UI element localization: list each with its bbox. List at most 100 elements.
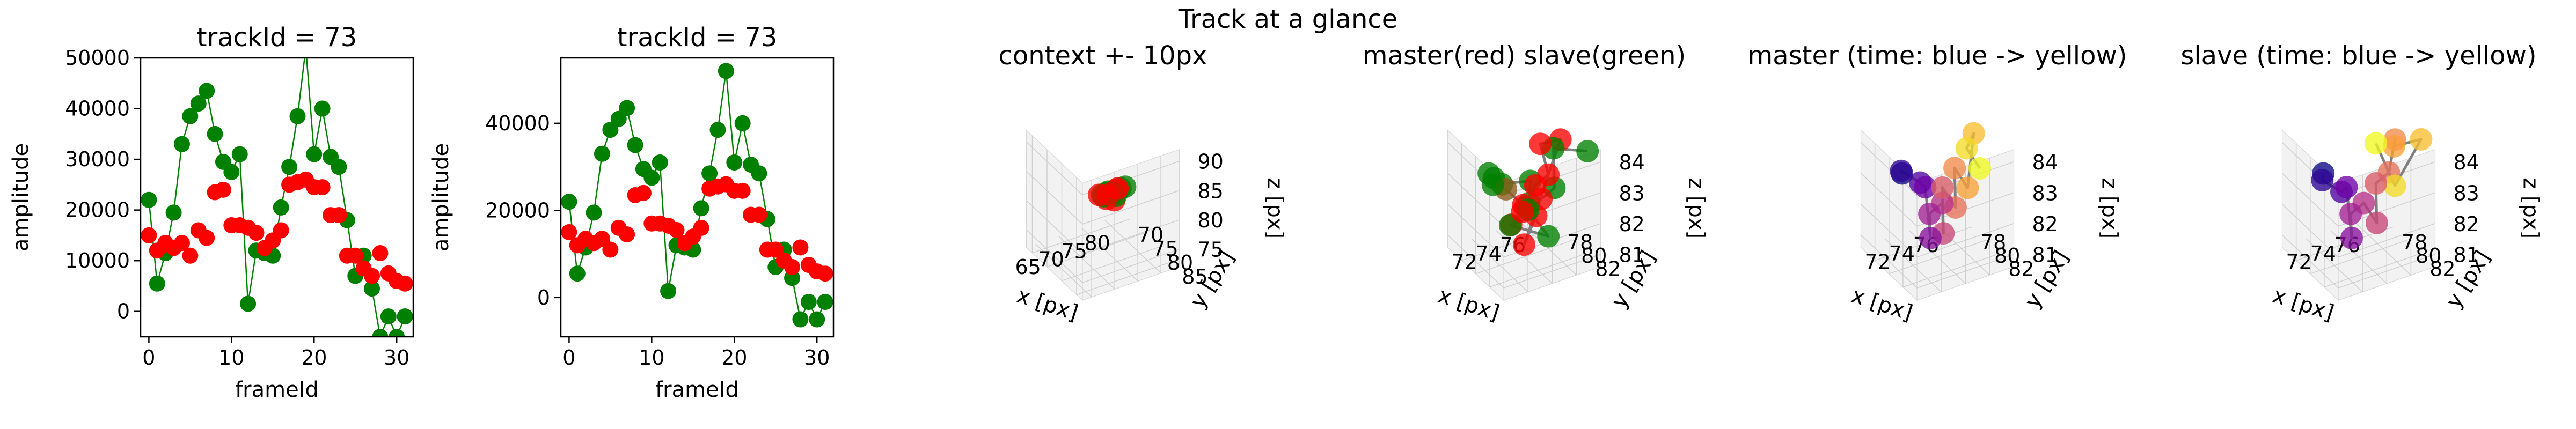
y-tick-label: 40000 [485, 112, 550, 135]
z-tick-label: 82 [1619, 212, 1645, 236]
y-tick-label: 0 [537, 286, 550, 309]
z-tick-label: 85 [1198, 179, 1224, 203]
grid-line [1026, 229, 1083, 283]
grid-line [2281, 204, 2339, 258]
data-point [1106, 177, 1129, 200]
grid-line [1104, 219, 1161, 273]
data-point [372, 245, 389, 261]
y-tick-label: 20000 [65, 198, 130, 222]
x-tick-label: 80 [1084, 231, 1110, 255]
z-tick-label: 81 [1619, 243, 1645, 267]
data-point [2365, 132, 2388, 155]
data-point [2311, 169, 2334, 192]
data-point [2382, 135, 2405, 158]
z-tick-label: 81 [2454, 243, 2479, 267]
data-point [627, 137, 643, 153]
plot-area [561, 63, 833, 328]
data-point [1537, 225, 1560, 248]
grid-line [1902, 253, 2000, 288]
data-point [751, 206, 767, 223]
grid-line [1889, 240, 1986, 275]
y-tick-label: 80 [1994, 244, 2020, 268]
data-point [602, 241, 619, 258]
grid-line [1026, 142, 1083, 195]
grid-line [2324, 253, 2421, 288]
figure-suptitle: Track at a glance [1178, 4, 1398, 34]
grid-line [1916, 223, 2014, 258]
y-tick-label: 78 [2402, 231, 2427, 254]
data-point [594, 231, 610, 247]
data-point [149, 275, 165, 292]
grid-line [1032, 219, 1130, 254]
grid-line [1916, 254, 2014, 289]
y-tick-label: 82 [1595, 257, 1621, 281]
x-axis-label: frameId [235, 378, 319, 402]
grid-line [1076, 261, 1174, 295]
x-tick-label: 74 [1889, 242, 1915, 265]
data-point [331, 159, 347, 175]
data-point [314, 100, 331, 117]
data-point [2383, 174, 2406, 197]
z-tick-label: 84 [2032, 151, 2058, 174]
chart-title: context +- 10px [999, 41, 1208, 71]
y-tick-label: 40000 [65, 97, 130, 121]
data-point [734, 115, 751, 131]
y-tick-label: 78 [1567, 231, 1593, 254]
data-point [2410, 128, 2433, 151]
z-tick-label: 81 [2032, 243, 2058, 267]
grid-line [1081, 227, 1138, 282]
data-point [190, 95, 207, 112]
grid-line [2281, 173, 2339, 227]
x-tick-label: 72 [1864, 250, 1890, 274]
z-tick-label: 75 [1198, 238, 1224, 262]
x-tick-label: 20 [721, 346, 747, 369]
data-point [726, 154, 743, 171]
data-point [273, 222, 289, 239]
data-point [1890, 159, 1913, 182]
data-point [364, 268, 380, 284]
data-point [792, 239, 809, 256]
z-tick-label: 84 [2454, 151, 2479, 174]
data-point [561, 224, 577, 240]
z-axis-label: z [px] [2519, 177, 2543, 239]
data-point [173, 136, 190, 152]
data-point [1918, 202, 1941, 225]
chart-title: trackId = 73 [197, 23, 357, 53]
x-tick-label: 75 [1061, 239, 1087, 263]
data-point [734, 182, 751, 199]
data-point [800, 294, 817, 310]
grid-line [1082, 219, 1180, 254]
grid-line [1062, 247, 1159, 282]
data-point [751, 165, 767, 182]
data-point [2339, 202, 2362, 225]
data-point [223, 164, 240, 180]
data-point [141, 227, 157, 243]
grid-line [1058, 235, 1115, 290]
data-point [1955, 137, 1978, 160]
x-tick-label: 72 [2286, 250, 2311, 274]
y-tick-label: 85 [1182, 265, 1208, 289]
data-point [1931, 176, 1954, 199]
data-point [561, 194, 577, 210]
grid-line [2338, 223, 2435, 258]
data-point [380, 308, 397, 325]
z-tick-label: 82 [2454, 212, 2479, 236]
data-point [207, 125, 223, 142]
data-point [569, 265, 586, 282]
data-point [2365, 172, 2388, 195]
data-point [248, 225, 265, 241]
data-point [652, 154, 668, 171]
y-tick-label: 70 [1138, 223, 1163, 247]
data-point [792, 311, 809, 328]
data-point [372, 329, 389, 337]
x-tick-label: 70 [1038, 247, 1064, 271]
y-axis-label: amplitude [9, 143, 33, 252]
x-tick-label: 30 [804, 346, 830, 369]
data-point [767, 241, 784, 258]
data-point [173, 235, 190, 252]
data-point [2365, 211, 2388, 234]
data-point [182, 108, 199, 124]
x-tick-label: 65 [1015, 255, 1041, 279]
